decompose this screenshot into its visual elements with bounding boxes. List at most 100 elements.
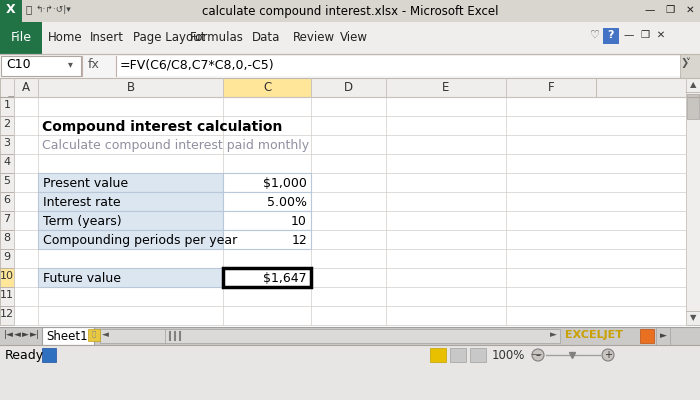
Bar: [1, 56, 81, 76]
Text: File: File: [10, 31, 32, 44]
Text: Page Layout: Page Layout: [133, 31, 205, 44]
Bar: [470, 348, 486, 362]
Bar: [311, 78, 386, 97]
Bar: [686, 78, 700, 325]
Text: ?: ?: [608, 30, 615, 40]
Text: View: View: [340, 31, 368, 44]
Bar: [14, 78, 38, 97]
Text: 11: 11: [0, 290, 14, 300]
Bar: [450, 348, 466, 362]
Bar: [38, 78, 223, 97]
Bar: [0, 173, 14, 192]
Bar: [0, 306, 14, 325]
Text: A: A: [22, 81, 30, 94]
Text: Future value: Future value: [43, 272, 121, 285]
Bar: [0, 116, 14, 135]
Text: Present value: Present value: [43, 177, 128, 190]
Bar: [38, 230, 223, 249]
Text: —: —: [645, 5, 655, 15]
Bar: [0, 0, 22, 22]
Bar: [223, 230, 311, 249]
Text: Calculate compound interest paid monthly: Calculate compound interest paid monthly: [42, 139, 309, 152]
Bar: [0, 249, 14, 268]
Bar: [0, 0, 700, 22]
Text: C10: C10: [6, 58, 31, 71]
Text: +: +: [604, 350, 612, 360]
Text: 2: 2: [4, 119, 10, 129]
Bar: [38, 173, 223, 192]
Text: Home: Home: [48, 31, 83, 44]
Bar: [0, 230, 14, 249]
Text: 8: 8: [4, 233, 10, 243]
Bar: [0, 154, 14, 173]
Bar: [0, 54, 700, 78]
Bar: [0, 22, 42, 54]
Text: Compounding periods per year: Compounding periods per year: [43, 234, 237, 247]
Text: —: —: [530, 349, 541, 359]
Bar: [38, 211, 223, 230]
Text: fx: fx: [88, 58, 100, 71]
Bar: [0, 192, 14, 211]
Bar: [88, 329, 100, 341]
Text: 1: 1: [4, 100, 10, 110]
Bar: [0, 78, 14, 97]
Text: D: D: [344, 81, 353, 94]
Bar: [223, 268, 311, 287]
Text: ✕: ✕: [685, 5, 694, 15]
Bar: [640, 0, 660, 22]
Bar: [680, 0, 700, 22]
Bar: [0, 97, 14, 116]
Text: 5: 5: [4, 176, 10, 186]
Text: 10: 10: [291, 215, 307, 228]
Text: 10: 10: [0, 271, 14, 281]
Text: ❯: ❯: [681, 58, 689, 68]
Text: ►: ►: [659, 331, 666, 340]
Text: 7: 7: [4, 214, 10, 224]
Text: ↰·↱·↺|▾: ↰·↱·↺|▾: [36, 5, 71, 14]
Text: B: B: [127, 81, 134, 94]
Bar: [603, 28, 619, 44]
Text: Interest rate: Interest rate: [43, 196, 120, 209]
Bar: [430, 348, 446, 362]
Text: 4: 4: [4, 157, 10, 167]
Text: C: C: [263, 81, 271, 94]
Text: 12: 12: [291, 234, 307, 247]
Text: ◄: ◄: [14, 330, 21, 339]
Text: ◄: ◄: [102, 330, 109, 339]
Bar: [640, 329, 654, 343]
Bar: [223, 192, 311, 211]
Text: Term (years): Term (years): [43, 215, 122, 228]
Circle shape: [602, 349, 614, 361]
Circle shape: [532, 349, 544, 361]
Text: X: X: [6, 3, 16, 16]
Bar: [38, 268, 223, 287]
Bar: [223, 78, 311, 97]
Text: Data: Data: [252, 31, 281, 44]
Bar: [0, 268, 14, 287]
Bar: [0, 22, 700, 54]
Text: ▾: ▾: [68, 59, 73, 69]
Bar: [386, 78, 506, 97]
Text: ❒: ❒: [666, 5, 675, 15]
Text: F: F: [547, 81, 554, 94]
Text: ►: ►: [550, 330, 557, 339]
Bar: [680, 54, 700, 78]
Bar: [0, 78, 700, 97]
Bar: [687, 94, 699, 119]
Text: ►: ►: [22, 330, 29, 339]
Text: Compound interest calculation: Compound interest calculation: [42, 120, 282, 134]
Text: ♡: ♡: [590, 30, 600, 40]
Text: 🗒: 🗒: [92, 330, 96, 337]
Bar: [42, 348, 56, 362]
Text: 9: 9: [4, 252, 10, 262]
Text: ▼: ▼: [690, 313, 696, 322]
Text: |◄: |◄: [4, 330, 14, 339]
Bar: [0, 327, 700, 345]
Text: Formulas: Formulas: [190, 31, 244, 44]
Text: 100%: 100%: [492, 349, 526, 362]
Bar: [223, 268, 311, 287]
Text: 12: 12: [0, 309, 14, 319]
Bar: [506, 78, 596, 97]
Text: Insert: Insert: [90, 31, 124, 44]
Bar: [0, 78, 700, 345]
